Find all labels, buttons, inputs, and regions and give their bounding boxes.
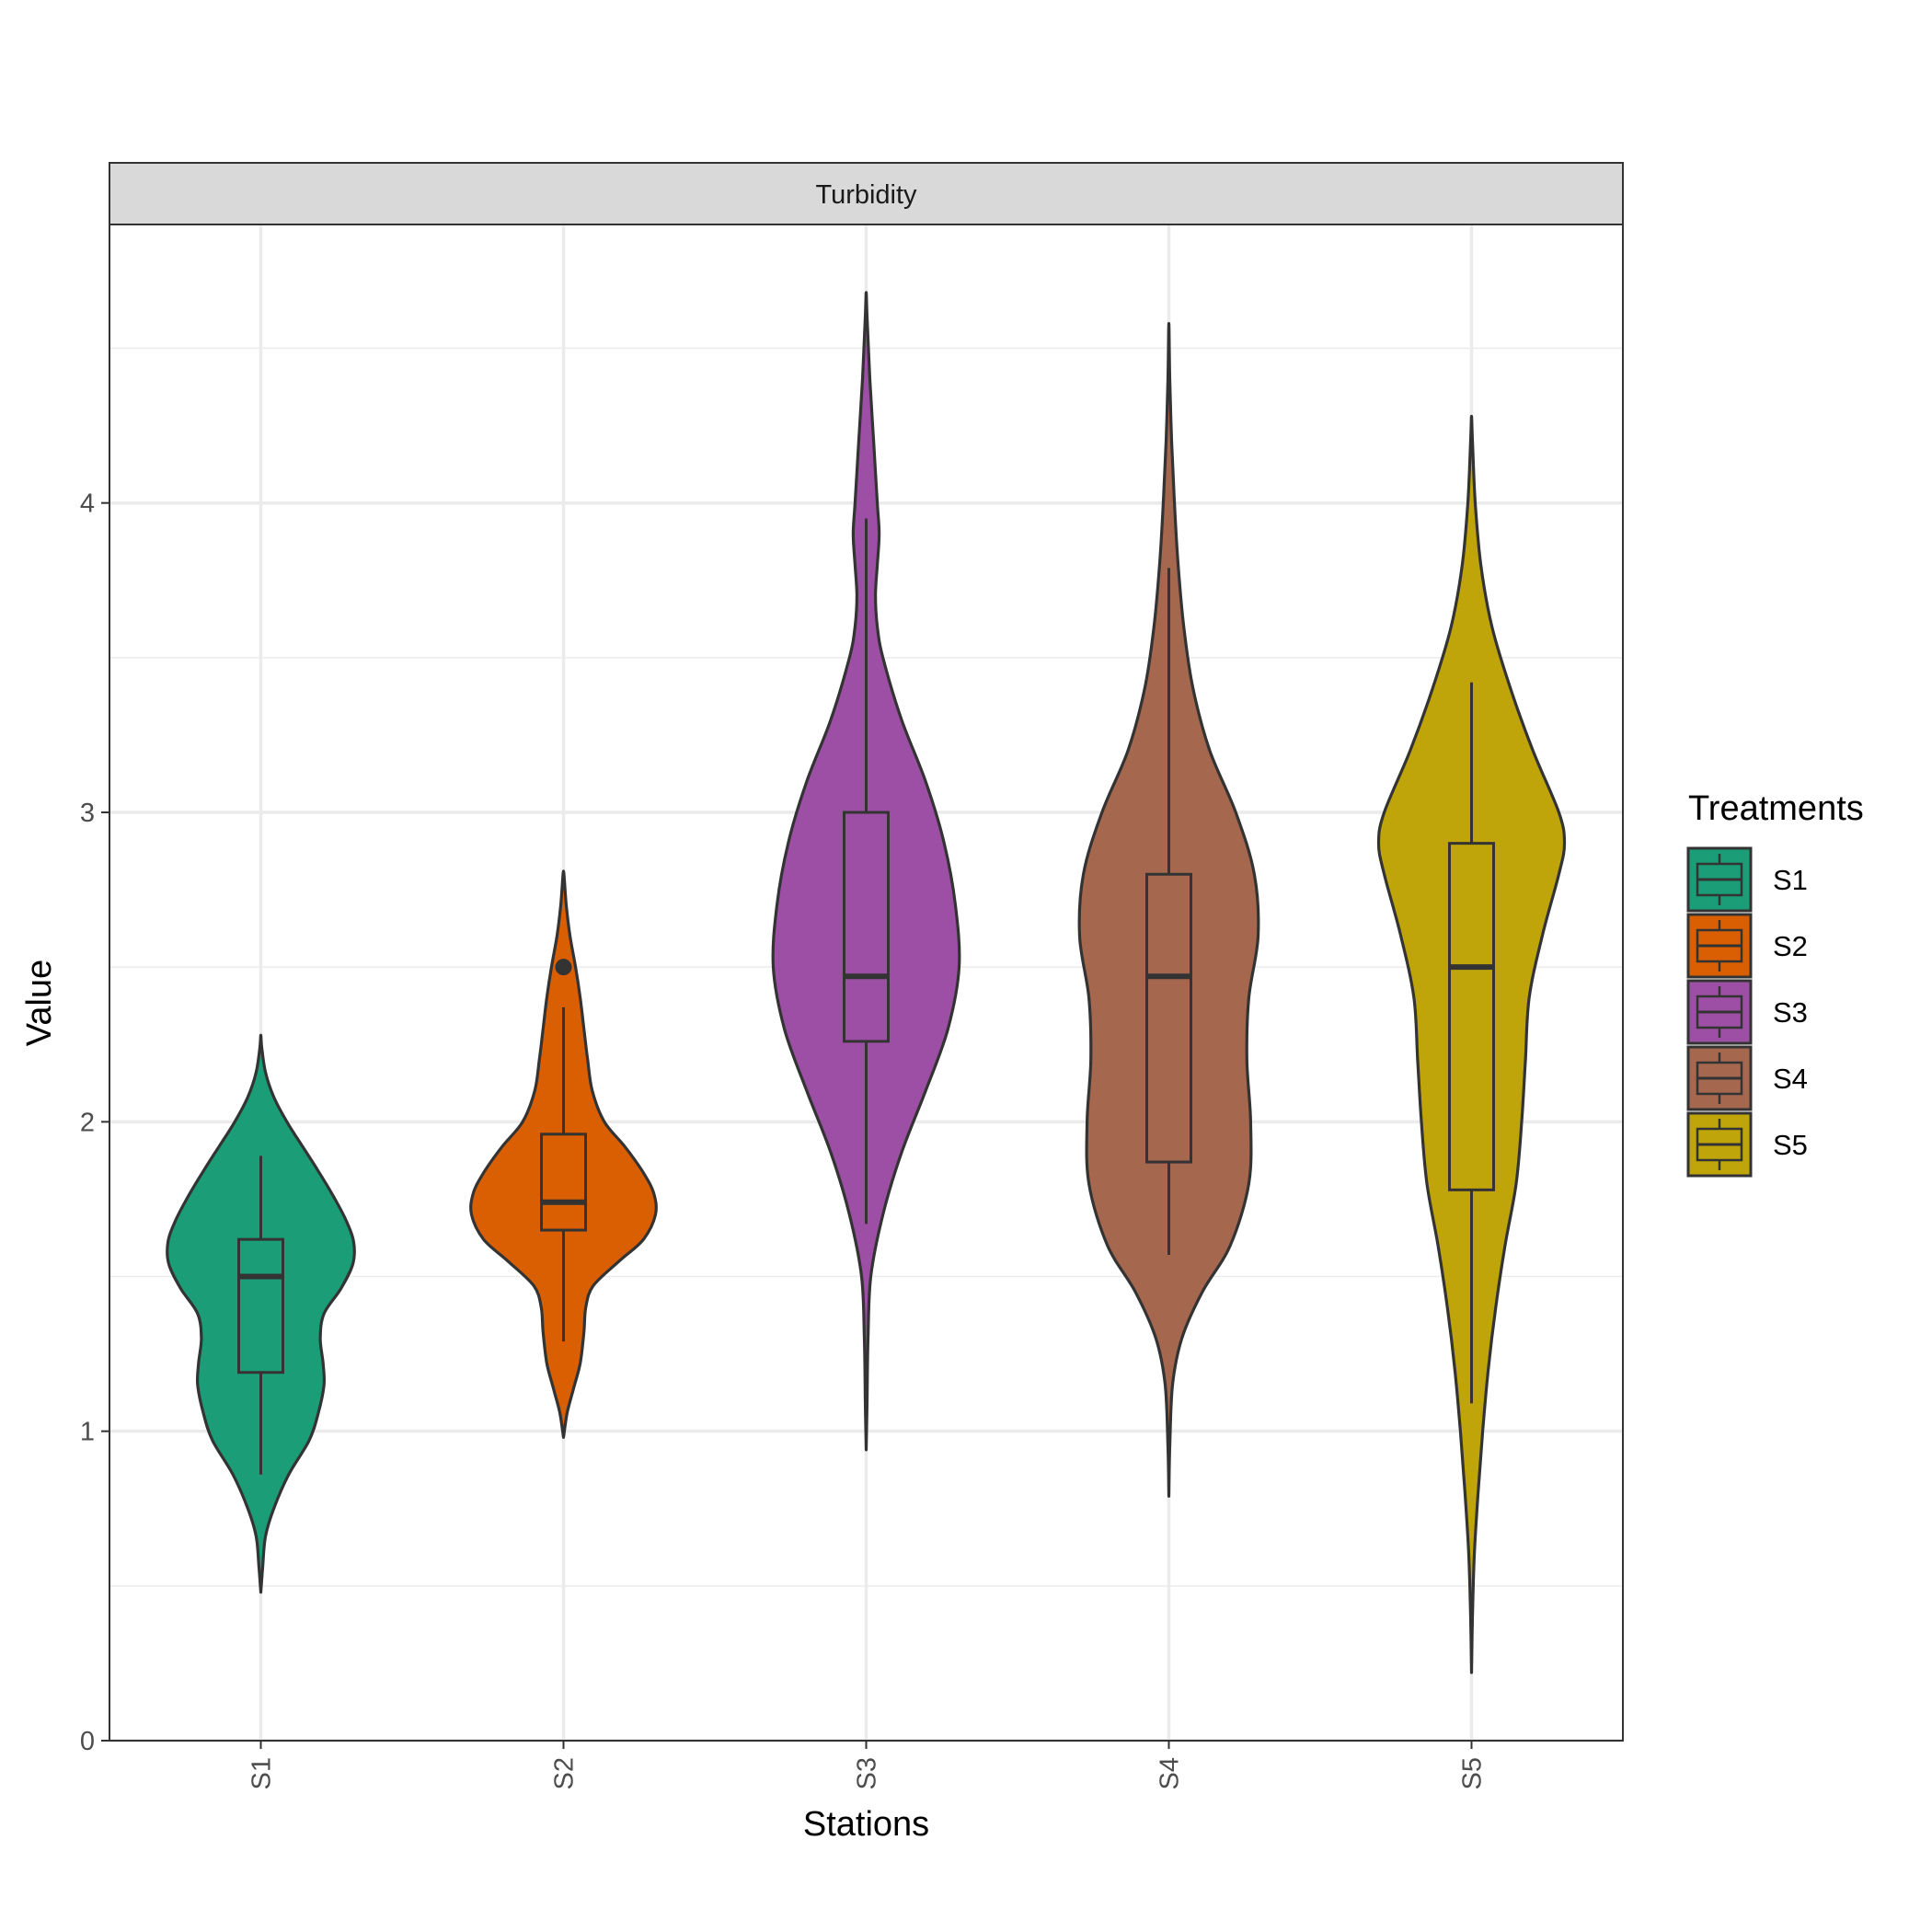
box-s4: [1145, 872, 1192, 1164]
x-tick-label: S4: [1156, 1757, 1185, 1789]
box-s5: [1448, 842, 1495, 1191]
y-tick-label: 4: [80, 489, 95, 519]
legend-title: Treatments: [1688, 789, 1864, 828]
x-tick-label: S2: [550, 1757, 580, 1789]
y-tick-label: 1: [80, 1418, 95, 1447]
legend-label-s5: S5: [1773, 1129, 1808, 1161]
boxplot-layer: [237, 518, 1495, 1475]
legend-label-s2: S2: [1773, 930, 1808, 962]
x-tick-label: S1: [247, 1757, 277, 1789]
box-s1: [237, 1237, 284, 1374]
legend-label-s4: S4: [1773, 1063, 1808, 1095]
y-axis-title: Value: [20, 960, 59, 1046]
x-tick-label: S5: [1458, 1757, 1488, 1789]
facet-strip: Turbidity: [109, 162, 1624, 225]
y-tick-label: 0: [80, 1727, 95, 1756]
facet-title: Turbidity: [815, 180, 917, 210]
outlier-point: [555, 959, 572, 976]
facet-strip-background: [109, 162, 1624, 225]
legend-label-s1: S1: [1773, 864, 1808, 896]
box-s3: [843, 811, 890, 1043]
legend: Treatments S1 S2 S3 S4 S5: [1686, 789, 1864, 1178]
y-tick-label: 2: [80, 1108, 95, 1137]
y-tick-label: 3: [80, 799, 95, 828]
x-axis-title: Stations: [803, 1805, 929, 1844]
x-tick-label: S3: [853, 1757, 882, 1789]
axes: 0 1 2 3 4 S1 S2 S3 S4 S5: [80, 489, 1488, 1790]
legend-label-s3: S3: [1773, 996, 1808, 1029]
box-s2: [540, 1133, 587, 1232]
